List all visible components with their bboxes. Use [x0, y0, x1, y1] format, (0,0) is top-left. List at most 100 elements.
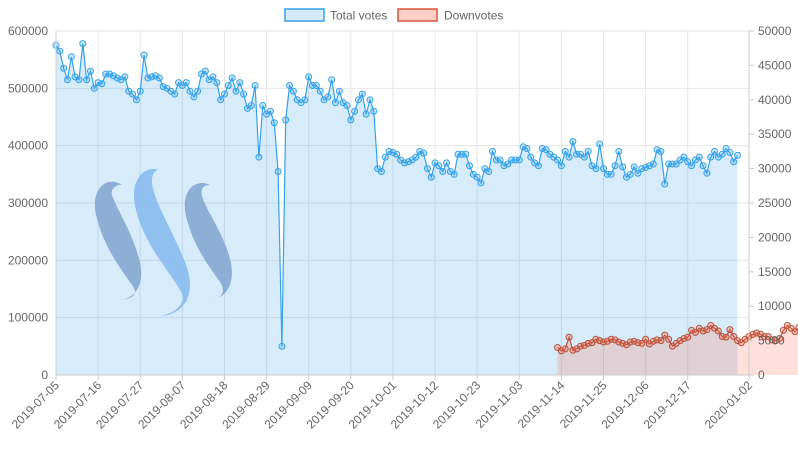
point-total-votes [554, 156, 562, 164]
point-total-votes [607, 170, 615, 178]
point-total-votes [443, 159, 451, 167]
point-downvotes [565, 333, 573, 341]
point-downvotes [734, 337, 742, 345]
point-total-votes [626, 170, 634, 178]
point-total-votes [351, 107, 359, 115]
plot-areas [56, 43, 798, 376]
point-total-votes [362, 110, 370, 118]
point-downvotes [615, 338, 623, 346]
y-right-tick-label: 20000 [758, 230, 792, 244]
point-total-votes [90, 84, 98, 92]
point-total-votes [274, 167, 282, 175]
point-total-votes [400, 159, 408, 167]
point-downvotes [714, 327, 722, 335]
point-downvotes [596, 337, 604, 345]
legend-item-total-votes[interactable]: Total votes [284, 8, 387, 23]
point-total-votes [534, 162, 542, 170]
point-total-votes [611, 162, 619, 170]
point-total-votes [500, 162, 508, 170]
point-total-votes [734, 151, 742, 159]
y-left-tick-label: 0 [41, 368, 48, 382]
point-total-votes [332, 99, 339, 107]
point-total-votes [328, 76, 336, 84]
point-total-votes [649, 160, 657, 168]
y-left-tick-label: 500000 [8, 81, 48, 95]
legend-label-downvotes: Downvotes [444, 9, 503, 23]
point-total-votes [220, 90, 228, 98]
point-total-votes [232, 87, 240, 95]
point-total-votes [159, 83, 167, 91]
y-left-tick-label: 300000 [8, 196, 48, 210]
y-left-tick-label: 100000 [8, 311, 48, 325]
point-total-votes [569, 138, 577, 146]
point-total-votes [335, 87, 343, 95]
point-total-votes [420, 149, 428, 157]
point-downvotes [665, 335, 673, 343]
point-total-votes [680, 153, 688, 161]
point-total-votes [661, 180, 669, 188]
point-total-votes [186, 87, 194, 95]
point-total-votes [726, 149, 734, 157]
point-total-votes [711, 147, 719, 155]
point-total-votes [527, 153, 535, 161]
point-total-votes [523, 145, 531, 153]
point-downvotes [779, 326, 787, 334]
point-total-votes [228, 74, 236, 82]
point-total-votes [255, 153, 263, 161]
point-total-votes [370, 107, 378, 115]
point-total-votes [439, 167, 447, 175]
point-downvotes [661, 331, 669, 339]
point-total-votes [247, 102, 255, 110]
point-total-votes [324, 93, 332, 101]
point-total-votes [412, 153, 420, 161]
y-left-tick-label: 400000 [8, 139, 48, 153]
point-downvotes [795, 324, 798, 331]
point-total-votes [83, 76, 91, 84]
point-total-votes [707, 153, 715, 161]
point-total-votes [462, 150, 470, 158]
point-total-votes [132, 96, 140, 104]
point-downvotes [691, 328, 699, 336]
point-total-votes [435, 162, 443, 170]
point-total-votes [113, 74, 121, 82]
point-total-votes [60, 64, 68, 72]
point-total-votes [561, 147, 569, 155]
y-left-tick-label: 600000 [8, 24, 48, 38]
point-total-votes [201, 67, 209, 75]
legend-item-downvotes[interactable]: Downvotes [397, 8, 503, 23]
point-downvotes [703, 326, 711, 334]
point-downvotes [749, 330, 757, 338]
point-total-votes [642, 163, 650, 171]
point-total-votes [140, 51, 148, 59]
point-total-votes [377, 167, 385, 175]
point-total-votes [366, 96, 374, 104]
point-downvotes [753, 329, 761, 337]
point-total-votes [217, 96, 225, 104]
y-right-tick-label: 15000 [758, 265, 792, 279]
plot-points [52, 40, 798, 355]
point-total-votes [121, 73, 129, 81]
point-downvotes [630, 337, 638, 345]
point-total-votes [619, 163, 627, 171]
point-total-votes [86, 67, 94, 75]
point-downvotes [561, 345, 569, 353]
y-left-tick-labels: 0 100000 200000 300000 400000 500000 600000 [8, 24, 48, 382]
point-total-votes [580, 153, 588, 161]
point-total-votes [381, 153, 389, 161]
point-total-votes [312, 81, 320, 89]
point-total-votes [182, 79, 190, 87]
legend-label-total-votes: Total votes [330, 9, 387, 23]
point-downvotes [649, 337, 657, 345]
point-downvotes [730, 332, 738, 340]
point-downvotes [611, 336, 619, 344]
point-downvotes [676, 337, 684, 345]
point-total-votes [477, 179, 485, 187]
point-total-votes [404, 158, 412, 166]
point-downvotes [580, 341, 588, 349]
point-total-votes [155, 74, 163, 82]
point-total-votes [703, 169, 711, 177]
point-total-votes [213, 79, 221, 87]
point-total-votes [266, 107, 274, 115]
point-total-votes [286, 81, 294, 89]
point-downvotes [642, 335, 650, 343]
